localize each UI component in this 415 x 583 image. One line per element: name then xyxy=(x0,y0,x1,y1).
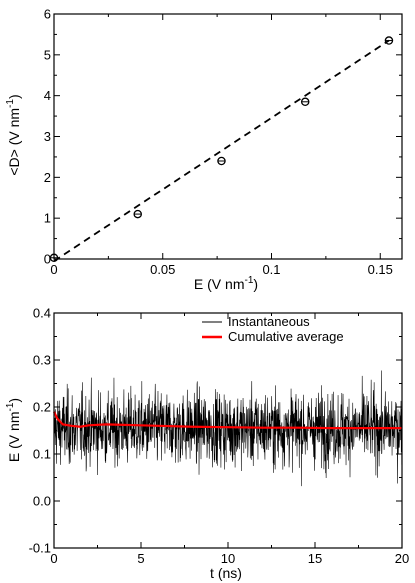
bottom-x-tick-label: 5 xyxy=(137,551,144,566)
top-y-tick-label: 4 xyxy=(44,88,51,103)
top-x-tick-label: 0.05 xyxy=(150,262,175,277)
top-x-axis-label: E (V nm-1) xyxy=(194,275,258,292)
top-y-ticks: 0 1 2 3 4 5 6 xyxy=(44,7,402,267)
top-plot-area xyxy=(49,13,403,263)
top-x-tick-label: 0.15 xyxy=(368,262,393,277)
top-x-tick-label: 0 xyxy=(50,262,57,277)
bottom-y-tick-label: 0.4 xyxy=(33,306,51,321)
top-y-tick-label: 6 xyxy=(44,7,51,22)
bottom-x-tick-label: 20 xyxy=(395,551,409,566)
bottom-y-ticks: -0.1 0.0 0.1 0.2 0.3 0.4 xyxy=(29,306,402,556)
bottom-x-axis-label: t (ns) xyxy=(210,565,242,581)
bottom-x-tick-label: 10 xyxy=(221,551,235,566)
bottom-y-tick-label: -0.1 xyxy=(29,541,51,556)
top-chart: 0 0.05 0.1 0.15 0 1 2 3 4 5 6 E (V nm-1) <D> (V n… xyxy=(5,7,403,292)
bottom-y-tick-label: 0.1 xyxy=(33,447,51,462)
series-line-cumulative-average xyxy=(53,411,402,430)
top-x-ticks: 0 0.05 0.1 0.15 xyxy=(50,14,393,277)
bottom-y-tick-label: 0.2 xyxy=(33,400,51,415)
top-plot-frame xyxy=(53,13,403,260)
bottom-y-tick-label: 0.0 xyxy=(33,494,51,509)
series-line-instantaneous xyxy=(53,370,403,487)
bottom-x-ticks: 0 5 10 15 20 xyxy=(50,313,409,566)
bottom-plot-area xyxy=(53,312,403,549)
fit-line xyxy=(53,39,390,262)
top-y-axis-label: <D> (V nm-1) xyxy=(5,94,22,175)
top-y-tick-label: 0 xyxy=(44,252,51,267)
top-y-tick-label: 1 xyxy=(44,211,51,226)
bottom-x-tick-label: 15 xyxy=(308,551,322,566)
legend-label-cumulative: Cumulative average xyxy=(228,329,344,344)
bottom-y-axis-label: E (V nm-1) xyxy=(5,398,22,462)
bottom-y-tick-label: 0.3 xyxy=(33,353,51,368)
top-y-tick-label: 5 xyxy=(44,47,51,62)
legend-label-instantaneous: Instantaneous xyxy=(228,314,310,329)
legend: Instantaneous Cumulative average xyxy=(202,314,344,344)
top-x-tick-label: 0.1 xyxy=(262,262,280,277)
bottom-x-tick-label: 0 xyxy=(50,551,57,566)
top-y-tick-label: 2 xyxy=(44,170,51,185)
bottom-chart: 0 5 10 15 20 -0.1 0.0 0.1 0.2 0.3 0.4 Instantaneo… xyxy=(5,306,409,582)
top-y-tick-label: 3 xyxy=(44,129,51,144)
